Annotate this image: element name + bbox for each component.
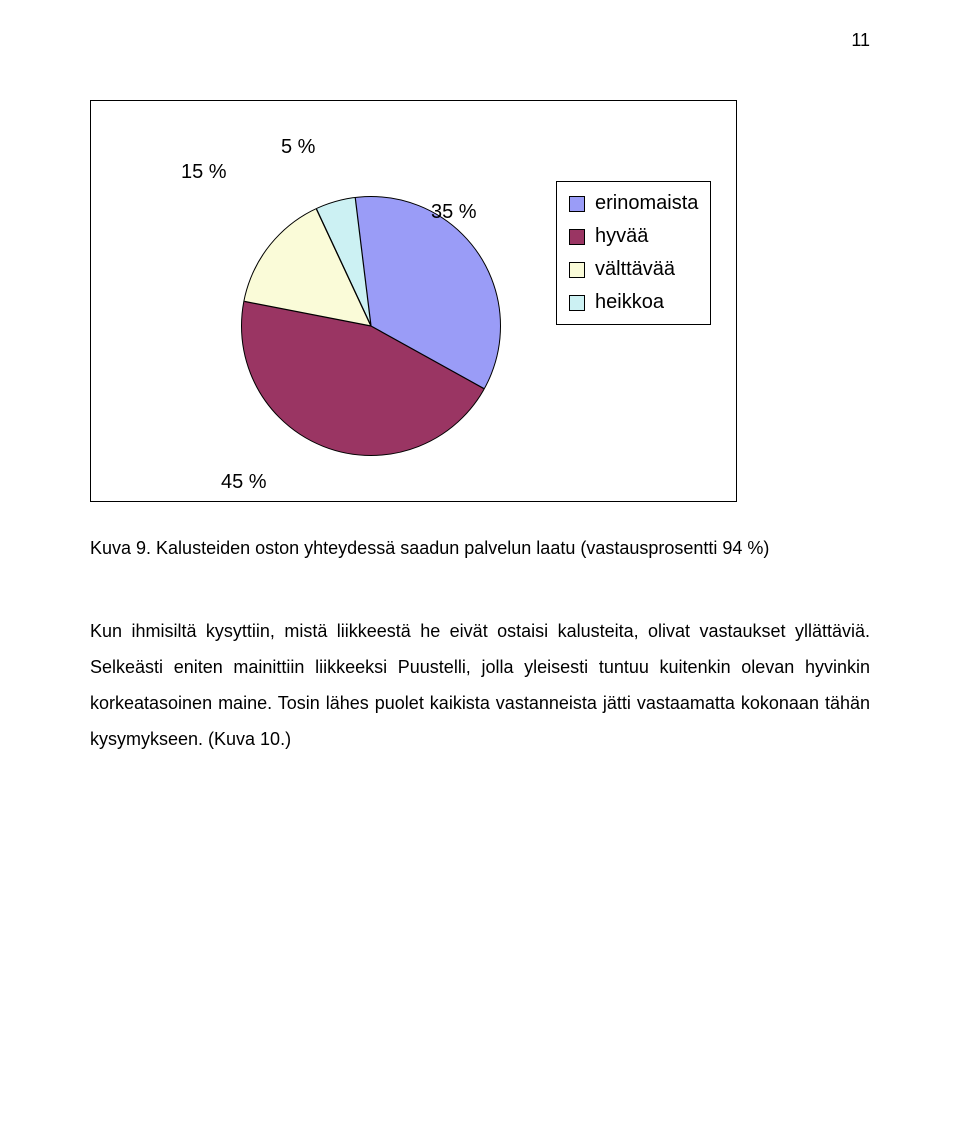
pie-chart: 15 % 5 % 35 % 45 % erinomaista hyvää väl… <box>90 100 737 502</box>
pie-circle <box>241 196 501 456</box>
pie-label-45: 45 % <box>221 471 267 494</box>
legend-item-heikkoa: heikkoa <box>569 291 698 314</box>
legend-swatch-icon <box>569 262 585 278</box>
legend-label: erinomaista <box>595 192 698 215</box>
legend-swatch-icon <box>569 295 585 311</box>
legend: erinomaista hyvää välttävää heikkoa <box>556 181 711 325</box>
figure-caption: Kuva 9. Kalusteiden oston yhteydessä saa… <box>90 534 870 563</box>
page: 11 15 % 5 % 35 % 45 % erinomaista hyvää … <box>0 0 960 1127</box>
legend-label: välttävää <box>595 258 675 281</box>
pie-label-35: 35 % <box>431 201 477 224</box>
page-number: 11 <box>851 30 870 51</box>
legend-swatch-icon <box>569 196 585 212</box>
body-paragraph: Kun ihmisiltä kysyttiin, mistä liikkeest… <box>90 613 870 757</box>
legend-item-hyvaa: hyvää <box>569 225 698 248</box>
legend-item-erinomaista: erinomaista <box>569 192 698 215</box>
pie-graphic <box>241 196 501 456</box>
legend-label: hyvää <box>595 225 648 248</box>
pie-label-5: 5 % <box>281 136 315 159</box>
legend-label: heikkoa <box>595 291 664 314</box>
pie-label-15: 15 % <box>181 161 227 184</box>
legend-item-valttavaa: välttävää <box>569 258 698 281</box>
legend-swatch-icon <box>569 229 585 245</box>
